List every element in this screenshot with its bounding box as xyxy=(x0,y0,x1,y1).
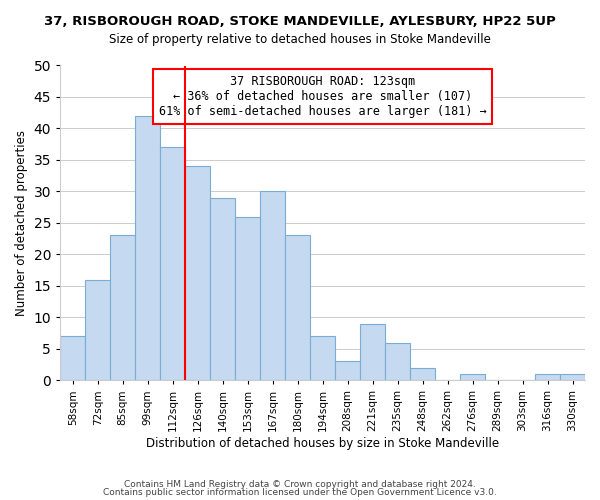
Bar xyxy=(135,116,160,380)
Bar xyxy=(560,374,585,380)
X-axis label: Distribution of detached houses by size in Stoke Mandeville: Distribution of detached houses by size … xyxy=(146,437,499,450)
Bar xyxy=(310,336,335,380)
Bar xyxy=(460,374,485,380)
Bar xyxy=(535,374,560,380)
Bar xyxy=(160,148,185,380)
Bar xyxy=(185,166,210,380)
Bar xyxy=(85,280,110,380)
Text: Contains HM Land Registry data © Crown copyright and database right 2024.: Contains HM Land Registry data © Crown c… xyxy=(124,480,476,489)
Bar xyxy=(235,216,260,380)
Text: Size of property relative to detached houses in Stoke Mandeville: Size of property relative to detached ho… xyxy=(109,32,491,46)
Bar xyxy=(60,336,85,380)
Bar xyxy=(110,236,135,380)
Bar xyxy=(210,198,235,380)
Bar xyxy=(260,192,285,380)
Text: Contains public sector information licensed under the Open Government Licence v3: Contains public sector information licen… xyxy=(103,488,497,497)
Text: 37 RISBOROUGH ROAD: 123sqm
← 36% of detached houses are smaller (107)
61% of sem: 37 RISBOROUGH ROAD: 123sqm ← 36% of deta… xyxy=(159,75,487,118)
Bar xyxy=(360,324,385,380)
Y-axis label: Number of detached properties: Number of detached properties xyxy=(15,130,28,316)
Text: 37, RISBOROUGH ROAD, STOKE MANDEVILLE, AYLESBURY, HP22 5UP: 37, RISBOROUGH ROAD, STOKE MANDEVILLE, A… xyxy=(44,15,556,28)
Bar xyxy=(410,368,435,380)
Bar xyxy=(335,362,360,380)
Bar xyxy=(285,236,310,380)
Bar xyxy=(385,342,410,380)
